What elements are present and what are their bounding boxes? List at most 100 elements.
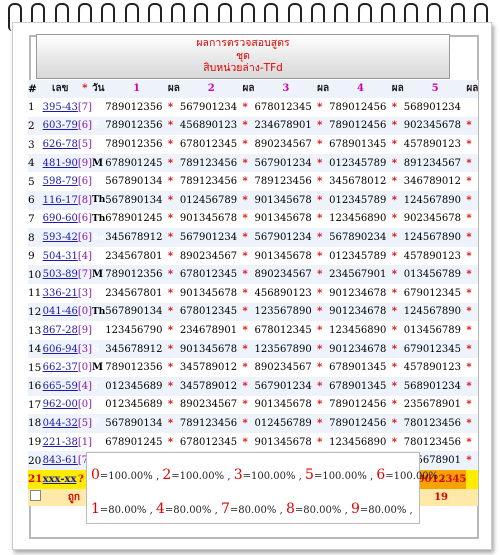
row-lottery-number-link[interactable]: 044-32	[42, 414, 78, 433]
row-hit-marker-3: *	[317, 172, 330, 192]
binder-ring	[31, 3, 46, 31]
row-hit-marker-3: *	[317, 377, 330, 396]
row-set-3: 901345678	[254, 395, 318, 415]
row-hit-marker-1: *	[167, 228, 180, 247]
row-lottery-number-link[interactable]: 221-38	[42, 432, 78, 452]
row-bracket-digit: [6]	[77, 228, 92, 247]
row-lottery-number-link[interactable]: 662-37	[42, 358, 78, 377]
binder-ring	[310, 3, 325, 31]
row-set-1: 567890134	[105, 414, 168, 433]
row-lottery-number-link[interactable]: 962-00	[42, 395, 78, 415]
binder-ring	[334, 3, 349, 31]
row-lottery-number-link[interactable]: 481-90	[42, 153, 78, 173]
row-set-5: 457890123	[403, 358, 467, 377]
row-number: 3	[28, 135, 43, 154]
row-set-1: 567890134	[105, 302, 168, 322]
prediction-lottery-link[interactable]: xxx-xx	[42, 469, 78, 489]
row-set-5: 679012345	[403, 284, 467, 303]
checkbox[interactable]	[29, 490, 41, 502]
row-hit-marker-4: *	[391, 246, 404, 266]
stat-separator: ,	[224, 471, 234, 482]
row-bracket-digit: [5]	[77, 135, 92, 154]
row-set-2: 678012345	[179, 432, 243, 452]
row-bracket-digit: [0]	[77, 302, 92, 322]
row-lottery-number-link[interactable]: 593-42	[42, 228, 78, 247]
stat-percent: =80.00%	[164, 505, 212, 516]
row-lottery-number-link[interactable]: 041-46	[42, 302, 78, 322]
row-bracket-digit: [6]	[77, 116, 92, 136]
row-day-badge: S	[92, 339, 106, 359]
row-lottery-number-link[interactable]: 606-94	[42, 339, 78, 359]
row-hit-marker-4: *	[391, 172, 404, 192]
row-hit-marker-1: *	[167, 432, 180, 452]
row-number: 18	[28, 414, 43, 433]
row-hit-marker-2: *	[242, 432, 255, 452]
row-hit-marker-1: *	[167, 395, 180, 415]
row-lottery-number-link[interactable]: 116-17	[42, 191, 78, 210]
row-bracket-digit: [0]	[77, 395, 92, 415]
table-row: 4 481-90 [9] M 678901245 * 789123456 * 567901234…	[28, 153, 479, 173]
row-set-4: 567890234	[329, 228, 392, 247]
row-hit-marker-2: *	[242, 265, 255, 285]
row-hit-marker-1: *	[167, 172, 180, 192]
row-lottery-number-link[interactable]: 690-60	[42, 209, 78, 229]
row-set-2: 890234567	[179, 395, 243, 415]
header-day: วัน	[92, 79, 106, 99]
table-row: 3 626-78 [5] Sa 789012356 * 678012345 * 89023456…	[28, 135, 479, 154]
row-lottery-number-link[interactable]: 336-21	[42, 284, 78, 303]
row-set-1: 789012356	[105, 116, 168, 136]
row-lottery-number-link[interactable]: 843-61	[42, 451, 78, 470]
stat-separator: ,	[276, 505, 286, 516]
title-line-3: สิบหน่วยล่าง-TFd	[203, 62, 283, 74]
row-set-1: 567890134	[105, 172, 168, 192]
row-set-4: 678901345	[329, 358, 392, 377]
stat-separator: ,	[146, 505, 156, 516]
row-set-2: 234678901	[179, 321, 243, 340]
row-hit-marker-3: *	[317, 339, 330, 359]
row-set-1: 345678912	[105, 339, 168, 359]
row-hit-marker-2: *	[242, 172, 255, 192]
row-hit-marker-4: *	[391, 265, 404, 285]
row-set-5: 235678901	[403, 395, 467, 415]
row-day-badge: F	[92, 321, 106, 340]
row-lottery-number-link[interactable]: 665-59	[42, 377, 78, 396]
row-lottery-number-link[interactable]: 598-79	[42, 172, 78, 192]
row-hit-marker-2: *	[242, 191, 255, 210]
row-hit-marker-2: *	[242, 414, 255, 433]
row-set-4: 012345789	[329, 191, 392, 210]
row-set-5: 124567890	[403, 302, 467, 322]
row-set-2: 678012345	[179, 135, 243, 154]
row-hit-marker-2: *	[242, 246, 255, 266]
row-set-4: 012345789	[329, 246, 392, 266]
row-set-2: 901345678	[179, 209, 243, 229]
header-result-4: ผล	[391, 79, 404, 99]
binder-ring	[380, 3, 395, 31]
row-hit-marker-5: *	[466, 414, 479, 433]
row-set-2: 789123456	[179, 153, 243, 173]
row-hit-marker-2: *	[242, 228, 255, 247]
row-lottery-number-link[interactable]: 504-31	[42, 246, 78, 266]
table-row: 9 504-31 [4] S 234567801 * 890234567 * 901345678…	[28, 246, 479, 266]
row-lottery-number-link[interactable]: 603-79	[42, 116, 78, 136]
prediction-gap-5	[466, 469, 479, 489]
row-hit-marker-4: *	[391, 377, 404, 396]
row-set-4: 901234678	[329, 339, 392, 359]
row-lottery-number-link[interactable]: 867-28	[42, 321, 78, 340]
row-hit-marker-2: *	[242, 395, 255, 415]
header-result-1: ผล	[167, 79, 180, 99]
row-hit-marker-3: *	[317, 228, 330, 247]
row-set-3: 234678901	[254, 116, 318, 136]
row-set-4: 789012456	[329, 414, 392, 433]
row-lottery-number-link[interactable]: 503-89	[42, 265, 78, 285]
row-lottery-number-link[interactable]: 395-43	[42, 98, 78, 117]
row-lottery-number-link[interactable]: 626-78	[42, 135, 78, 154]
row-set-4: 789012456	[329, 395, 392, 415]
row-bracket-digit: [9]	[77, 153, 92, 173]
row-hit-marker-1: *	[167, 377, 180, 396]
row-bracket-digit: [0]	[77, 358, 92, 377]
row-hit-marker-3: *	[317, 414, 330, 433]
row-number: 8	[28, 228, 43, 247]
row-set-4: 345678012	[329, 172, 392, 192]
row-hit-marker-5: *	[466, 339, 479, 359]
stat-percent: =100.00%	[313, 471, 367, 482]
